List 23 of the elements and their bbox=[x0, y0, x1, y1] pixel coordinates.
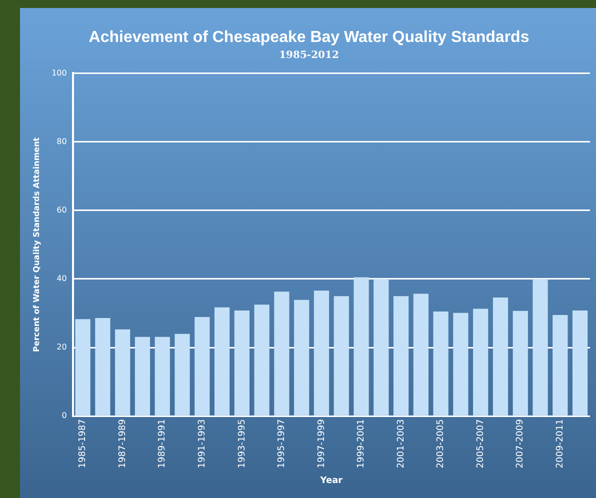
y-tick-label: 100 bbox=[52, 68, 67, 78]
chart-subtitle: 1985-2012 bbox=[279, 50, 339, 61]
x-tick-label: 1993-1995 bbox=[237, 419, 248, 468]
y-tick-label: 80 bbox=[56, 136, 67, 146]
x-axis-title: Year bbox=[319, 476, 344, 486]
x-tick-label: 2003-2005 bbox=[436, 419, 446, 468]
x-tick-label: 2001-2003 bbox=[396, 419, 406, 468]
y-tick-label: 0 bbox=[62, 411, 67, 420]
x-tick-label: 1985-1987 bbox=[78, 419, 88, 468]
x-tick-label: 1999-2001 bbox=[356, 419, 367, 468]
x-tick-label: 1991-1993 bbox=[197, 419, 208, 468]
y-axis-title: Percent of Water Quality Standards Attainment bbox=[32, 137, 41, 352]
x-tick-label: 2007-2009 bbox=[516, 418, 526, 468]
y-tick-label: 40 bbox=[56, 274, 67, 284]
x-tick-label: 1995-1997 bbox=[277, 419, 288, 468]
x-tick-label: 1989-1991 bbox=[158, 419, 168, 468]
y-tick-label: 20 bbox=[56, 342, 67, 352]
x-tick-label: 1987-1989 bbox=[118, 418, 128, 468]
chart-title: Achievement of Chesapeake Bay Water Quality Standards bbox=[88, 29, 530, 46]
x-tick-label: 2005-2007 bbox=[476, 419, 486, 468]
x-tick-label: 1997-1999 bbox=[316, 418, 327, 468]
x-tick-label: 2009-2011 bbox=[556, 419, 566, 468]
y-tick-label: 60 bbox=[56, 205, 67, 214]
